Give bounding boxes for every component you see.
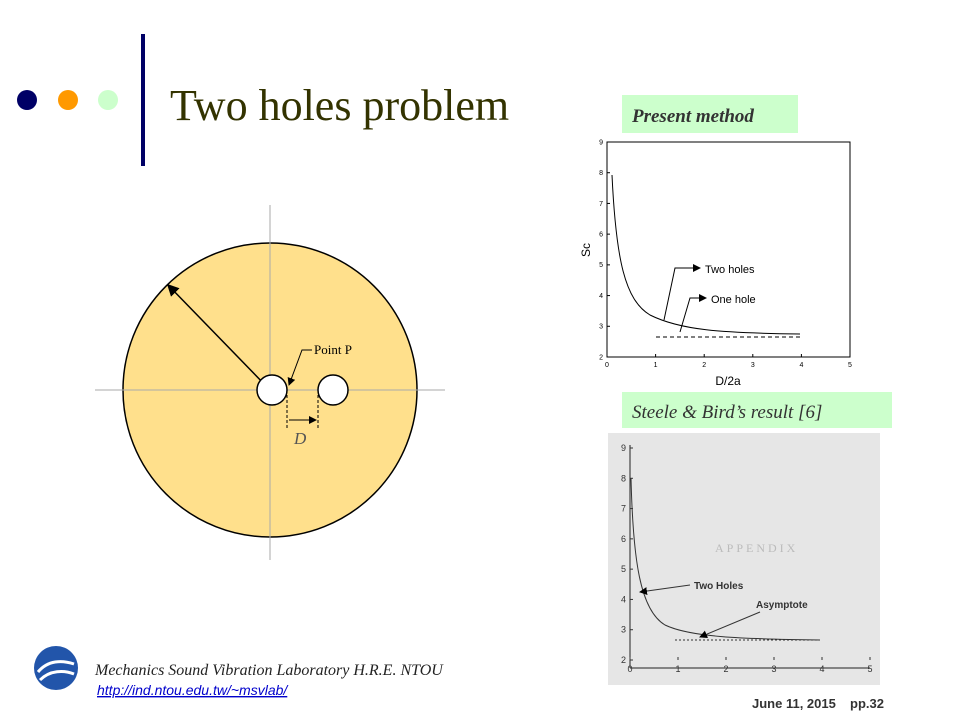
y-tick-label: 8 xyxy=(599,170,603,177)
page-number: pp.32 xyxy=(850,696,884,711)
y-tick-label: 8 xyxy=(621,473,626,483)
y-tick-label: 4 xyxy=(621,594,626,604)
dimension-label: D xyxy=(293,429,307,448)
hole xyxy=(256,374,288,406)
scan xyxy=(608,433,880,685)
annotation: Two holes xyxy=(705,264,755,276)
lab-name: Mechanics Sound Vibration Laboratory H.R… xyxy=(94,662,444,679)
steele-label: Steele & Bird’s result [6] xyxy=(632,402,822,423)
pointer xyxy=(287,349,312,386)
plot-frame xyxy=(606,141,851,358)
hole xyxy=(317,374,349,406)
y-tick-label: 3 xyxy=(621,625,626,635)
annotation: Asymptote xyxy=(756,600,808,611)
y-tick-label: 6 xyxy=(621,534,626,544)
radius xyxy=(166,283,269,389)
date: June 11, 2015 xyxy=(752,696,836,711)
pointer xyxy=(639,584,691,595)
diagram: Point P D xyxy=(95,205,445,560)
divider xyxy=(141,34,145,166)
scanned-chart: APPENDIX Two Holes Asymptote xyxy=(608,433,880,685)
logo-disc xyxy=(34,646,78,690)
present-label: Present method xyxy=(631,106,754,127)
y-tick-label: 7 xyxy=(599,201,603,208)
heading: APPENDIX xyxy=(715,541,798,555)
x-tick-label: 4 xyxy=(819,664,824,674)
x-tick-label: 1 xyxy=(654,362,658,369)
y-tick-label: 3 xyxy=(599,324,603,331)
curve xyxy=(630,477,821,641)
x-tick-label: 2 xyxy=(702,362,706,369)
y-tick-label: 5 xyxy=(621,564,626,574)
x-tick-label: 1 xyxy=(675,664,680,674)
y-label: Sc xyxy=(579,243,593,257)
x-tick-label: 3 xyxy=(771,664,776,674)
y-tick-label: 2 xyxy=(621,655,626,665)
annotation: Two Holes xyxy=(694,581,744,592)
url[interactable]: http://ind.ntou.edu.tw/~msvlab/ xyxy=(97,682,289,698)
label-box xyxy=(622,392,892,428)
x-tick-label: 5 xyxy=(867,664,872,674)
pointer xyxy=(663,264,701,321)
dot xyxy=(98,90,118,110)
annotation: One hole xyxy=(711,294,756,306)
dot xyxy=(17,90,37,110)
y-tick-label: 7 xyxy=(621,504,626,514)
present-chart: Two holes One hole Sc D/2a xyxy=(579,141,851,388)
logo xyxy=(34,646,78,690)
curve xyxy=(611,174,801,335)
y-tick-label: 6 xyxy=(599,231,603,238)
label-box xyxy=(622,95,798,133)
y-tick-label: 5 xyxy=(599,262,603,269)
x-tick-label: 0 xyxy=(627,664,632,674)
x-tick-label: 4 xyxy=(799,362,803,369)
logo-wave xyxy=(36,660,75,682)
pointer xyxy=(699,611,761,638)
x-tick-label: 3 xyxy=(751,362,755,369)
pointer xyxy=(679,294,707,333)
y-tick-label: 9 xyxy=(621,443,626,453)
x-tick-label: 0 xyxy=(605,362,609,369)
point-label: Point P xyxy=(314,342,352,357)
x-tick-label: 2 xyxy=(723,664,728,674)
x-label: D/2a xyxy=(715,374,741,388)
y-tick-label: 4 xyxy=(599,293,603,300)
x-tick-label: 5 xyxy=(848,362,852,369)
dot xyxy=(58,90,78,110)
title: Two holes problem xyxy=(170,81,509,130)
y-tick-label: 9 xyxy=(599,139,603,146)
y-tick-label: 2 xyxy=(599,354,603,361)
